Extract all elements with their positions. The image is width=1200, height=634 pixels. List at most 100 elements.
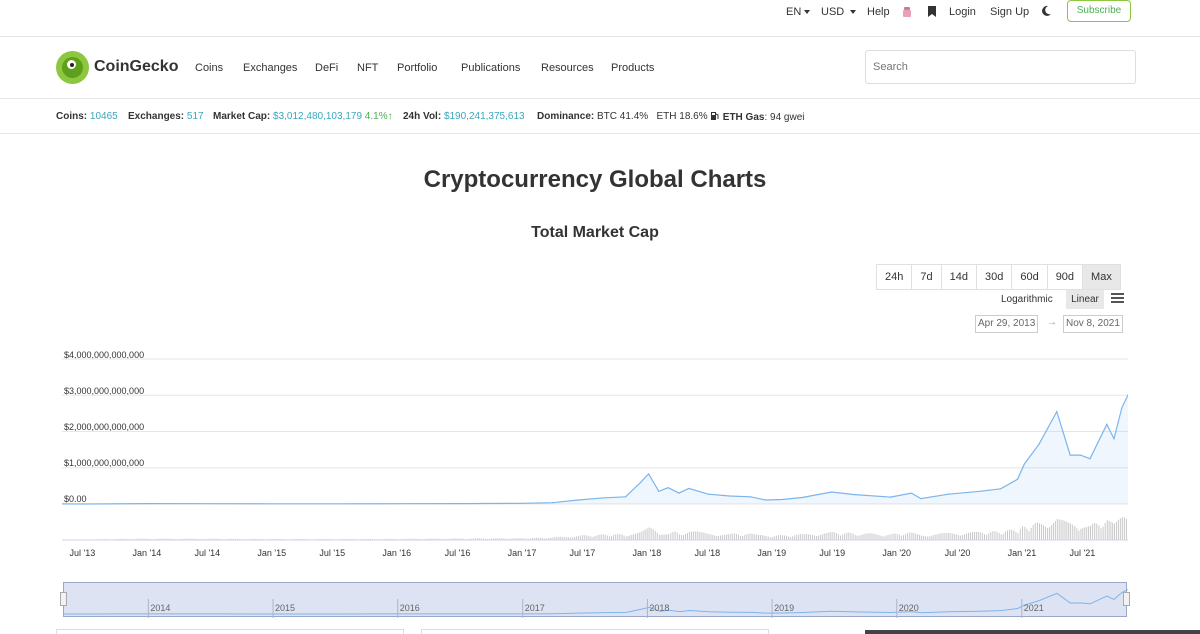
volume-bar (650, 528, 652, 540)
navigator-left-handle[interactable] (60, 592, 67, 606)
volume-bar (586, 535, 588, 540)
stat-eth-gas[interactable]: ETH Gas: 94 gwei (710, 111, 805, 123)
volume-bar (234, 538, 236, 540)
dominance-btc[interactable]: BTC 41.4% (597, 111, 649, 122)
navigator-panel[interactable] (63, 582, 1129, 618)
coins-count[interactable]: 10465 (89, 111, 118, 122)
language-selector[interactable]: EN (786, 5, 811, 19)
bookmark-icon[interactable] (928, 6, 936, 21)
volume-bar (858, 535, 860, 540)
nav-item-portfolio[interactable]: Portfolio (397, 62, 438, 74)
range-24h-button[interactable]: 24h (877, 265, 913, 289)
volume-bar (1123, 517, 1125, 540)
volume-bar (392, 538, 394, 540)
signup-link[interactable]: Sign Up (990, 6, 1030, 18)
volume-bar (746, 534, 748, 540)
volume-bar (771, 536, 773, 540)
volume-bar (164, 538, 166, 540)
data-point (781, 498, 783, 501)
volume-bar (670, 533, 672, 540)
volume-bar (1000, 534, 1002, 540)
volume-bar (386, 538, 388, 540)
market-cap-chart[interactable] (62, 350, 1128, 546)
volume-bar (1062, 520, 1064, 540)
volume-bar (792, 536, 794, 540)
brand-name[interactable]: CoinGecko (94, 58, 179, 75)
volume-bar (729, 534, 731, 540)
volume-bar (602, 534, 604, 540)
volume-bar (480, 538, 482, 540)
subscribe-button[interactable]: Subscribe (1067, 0, 1131, 22)
range-30d-button[interactable]: 30d (977, 265, 1013, 289)
volume-bar (788, 536, 790, 540)
nav-item-resources[interactable]: Resources (541, 62, 594, 74)
volume-bar (588, 535, 590, 540)
data-point (270, 503, 273, 505)
range-7d-button[interactable]: 7d (912, 265, 942, 289)
nav-item-coins[interactable]: Coins (195, 62, 224, 74)
volume-bar (1098, 525, 1100, 540)
volume-bar (812, 534, 814, 540)
currency-selector[interactable]: USD (821, 5, 857, 19)
range-90d-button[interactable]: 90d (1048, 265, 1084, 289)
volume-bar (611, 536, 613, 540)
volume-bar (538, 537, 540, 540)
info-card (421, 629, 769, 634)
volume-value[interactable]: $190,241,375,613 (443, 111, 525, 122)
market-cap-value[interactable]: $3,012,480,103,179 (273, 111, 363, 122)
moon-icon[interactable] (1041, 5, 1052, 21)
volume-bar (994, 531, 996, 540)
volume-bar (924, 536, 926, 540)
nav-item-defi[interactable]: DeFi (315, 62, 339, 74)
volume-bar (416, 538, 418, 540)
exchanges-count[interactable]: 517 (186, 111, 204, 122)
candy-icon[interactable] (902, 6, 912, 18)
nav-item-publications[interactable]: Publications (461, 62, 521, 74)
volume-bar (600, 534, 602, 540)
nav-item-products[interactable]: Products (611, 62, 655, 74)
volume-bar (971, 532, 973, 540)
data-point (551, 502, 553, 504)
dominance-eth[interactable]: ETH 18.6% (656, 111, 708, 122)
logarithmic-toggle[interactable]: Logarithmic (1001, 294, 1053, 305)
volume-bar (118, 538, 120, 540)
data-point (678, 492, 680, 494)
volume-bar (702, 532, 704, 540)
volume-bar (932, 535, 934, 540)
volume-bar (1030, 527, 1032, 540)
hamburger-menu-icon[interactable] (1111, 293, 1124, 304)
nav-item-exchanges[interactable]: Exchanges (243, 62, 298, 74)
volume-bar (1004, 531, 1006, 540)
coingecko-logo-icon[interactable] (56, 51, 89, 84)
volume-bar (574, 536, 576, 540)
help-link[interactable]: Help (867, 6, 890, 18)
volume-bar (236, 538, 238, 540)
arrow-up-icon: ↑ (387, 111, 393, 122)
volume-bar (489, 538, 491, 540)
volume-bar (1011, 529, 1013, 540)
range-selector: 24h 7d 14d 30d 60d 90d Max (876, 264, 1121, 290)
navigator-right-handle[interactable] (1123, 592, 1130, 606)
volume-bar (432, 538, 434, 540)
volume-bar (973, 531, 975, 540)
date-to-input[interactable]: Nov 8, 2021 (1063, 315, 1123, 333)
volume-bar (1072, 524, 1074, 540)
range-14d-button[interactable]: 14d (942, 265, 977, 289)
volume-bar (936, 534, 938, 540)
search-input[interactable] (865, 50, 1136, 84)
data-point (1069, 454, 1071, 456)
nav-item-nft[interactable]: NFT (357, 62, 379, 74)
linear-toggle[interactable]: Linear (1066, 290, 1104, 309)
volume-bar (886, 535, 888, 540)
volume-bar (727, 534, 729, 540)
volume-bar (1060, 519, 1062, 540)
volume-bar (194, 538, 196, 540)
data-point (332, 503, 334, 505)
volume-bar (218, 538, 220, 540)
volume-bar (476, 538, 478, 540)
range-60d-button[interactable]: 60d (1012, 265, 1048, 289)
login-link[interactable]: Login (949, 6, 976, 18)
date-from-input[interactable]: Apr 29, 2013 (975, 315, 1039, 333)
range-max-button[interactable]: Max (1083, 265, 1120, 289)
volume-bar (825, 533, 827, 540)
